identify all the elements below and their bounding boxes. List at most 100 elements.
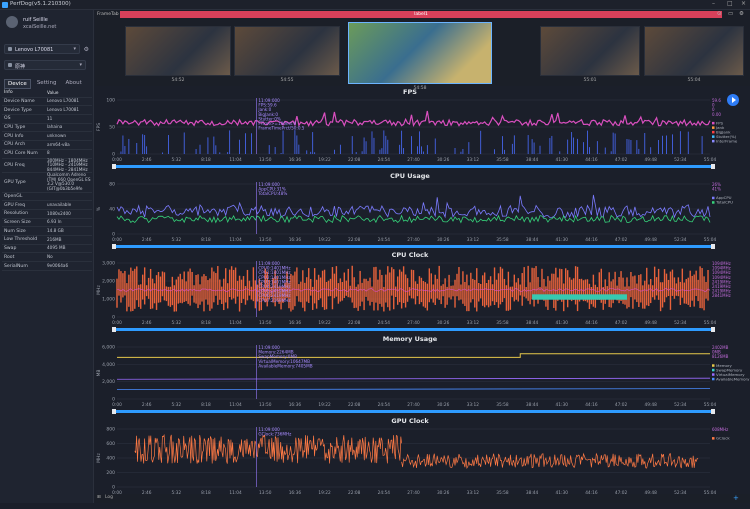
- current-value: 0: [712, 103, 715, 108]
- x-tick-label: 24:54: [378, 320, 391, 326]
- close-icon[interactable]: ×: [741, 0, 747, 7]
- cpu-clock-band-alt: [532, 294, 627, 300]
- y-tick-label: 600: [106, 441, 115, 447]
- x-tick-label: 16:36: [289, 237, 302, 243]
- app-logo-icon: [2, 2, 8, 8]
- avatar[interactable]: [6, 16, 18, 28]
- chart-cpuclk[interactable]: 3,000 2,000 1,000 0 MHz 0:00 2:46 5:32 8:18 11:04…: [95, 259, 750, 339]
- tooltip-line: CPU2:1401MHz: [258, 275, 291, 280]
- timeline-scrollbar[interactable]: [114, 165, 713, 168]
- current-value: 1094MHz: [712, 266, 731, 271]
- frame-thumbnail-selected[interactable]: 54:58: [348, 22, 492, 91]
- add-icon[interactable]: +: [733, 494, 739, 502]
- current-value: 608MHz: [712, 427, 728, 432]
- legend-entry[interactable]: VirtualMemory: [716, 372, 745, 377]
- app-select[interactable]: 原神 ▾: [4, 60, 86, 70]
- info-value: 300MHz - 1804MHz 710MHz - 2419MHz 844MHz…: [47, 157, 88, 172]
- legend-entry[interactable]: AvailableMemory: [716, 376, 750, 381]
- x-tick-label: 0:00: [112, 402, 122, 408]
- device-select[interactable]: Lenovo L70081 ▾ ⚙: [4, 44, 89, 54]
- y-tick-label: 4,000: [102, 362, 115, 368]
- timeline-scrollbar[interactable]: [114, 410, 713, 413]
- x-tick-label: 24:54: [378, 490, 391, 496]
- x-tick-label: 47:02: [615, 402, 628, 408]
- x-tick-label: 35:58: [496, 320, 509, 326]
- info-key: Low Threshold: [4, 237, 38, 243]
- virtual-memory-line: [116, 377, 711, 380]
- legend-entry[interactable]: FPS: [716, 120, 724, 125]
- user-email: xcaiSeille.net: [23, 24, 57, 30]
- legend-entry[interactable]: SwapMemory: [716, 367, 743, 372]
- current-value: 1094MHz: [712, 270, 731, 275]
- timeline-scrollbar[interactable]: [114, 328, 713, 331]
- current-value: 0MB: [712, 350, 721, 355]
- x-tick-label: 16:36: [289, 157, 302, 163]
- x-tick-label: 22:08: [348, 320, 361, 326]
- expand-icon[interactable]: ⊞: [97, 495, 101, 500]
- info-value: 11: [47, 115, 53, 121]
- series-line: [116, 194, 711, 219]
- x-tick-label: 0:00: [112, 320, 122, 326]
- tooltip-line: CPU3:1401MHz: [258, 279, 291, 284]
- x-tick-label: 19:22: [318, 237, 331, 243]
- legend-entry[interactable]: Jank: [715, 125, 725, 130]
- x-tick-label: 33:12: [467, 490, 480, 496]
- x-tick-label: 2:46: [142, 320, 152, 326]
- info-key: GPU Type: [4, 179, 26, 185]
- x-tick-label: 47:02: [615, 157, 628, 163]
- x-tick-label: 38:44: [526, 402, 539, 408]
- frame-time: 55:01: [583, 78, 597, 83]
- legend-swatch: [712, 196, 715, 200]
- x-tick-label: 52:34: [674, 237, 687, 243]
- x-tick-label: 5:32: [171, 157, 181, 163]
- folder-icon[interactable]: ▭: [728, 11, 734, 17]
- info-key: Num Size: [4, 228, 26, 234]
- y-tick-label: 2,000: [102, 379, 115, 385]
- tab-setting[interactable]: Setting: [36, 80, 57, 86]
- y-axis-label: %: [96, 206, 102, 211]
- scroll-handle-left: [112, 409, 116, 414]
- legend-entry[interactable]: Stutter(%): [716, 134, 737, 139]
- x-tick-label: 55:04: [704, 490, 717, 496]
- minimize-icon[interactable]: –: [712, 0, 715, 7]
- legend-entry[interactable]: TotalCPU: [715, 200, 733, 205]
- y-tick-label: 0: [112, 152, 115, 158]
- play-button[interactable]: [727, 94, 739, 106]
- info-key: CPU Type: [4, 125, 26, 131]
- settings-icon[interactable]: ⚙: [739, 11, 744, 17]
- info-key: Root: [4, 254, 15, 260]
- chart-fps[interactable]: 100 50 0 FPS 0:00 2:46 5:32 8:18 11:04 13:50 16:36…: [95, 96, 750, 176]
- legend-entry[interactable]: BigJank: [716, 129, 731, 134]
- tooltip-line: FPS:59.6: [258, 103, 277, 108]
- frame-thumbnail[interactable]: 54:52: [125, 26, 231, 83]
- x-tick-label: 30:26: [437, 490, 450, 496]
- tab-about[interactable]: About: [65, 80, 82, 86]
- frame-thumbnail[interactable]: 55:01: [540, 26, 640, 83]
- chart-cpu[interactable]: 80 40 0% 0:00 2:46 5:32 8:18 11:04 13:50 16:36 19:…: [95, 180, 750, 256]
- legend-entry[interactable]: Memory: [716, 363, 733, 368]
- info-value: 1080x2400: [47, 210, 71, 216]
- x-tick-label: 24:54: [378, 237, 391, 243]
- info-key: CPU Freq: [4, 162, 25, 168]
- frame-thumbnail[interactable]: 55:04: [644, 26, 744, 83]
- frame-time: 55:04: [687, 78, 701, 83]
- legend-entry[interactable]: GClock: [716, 436, 730, 441]
- info-key: OS: [4, 116, 11, 122]
- tooltip-line: Stutter:0%: [258, 116, 281, 121]
- legend-entry[interactable]: InterFrame: [716, 138, 738, 143]
- current-value: 2419MHz: [712, 289, 731, 294]
- gear-icon[interactable]: ⚙: [83, 46, 89, 53]
- x-tick-label: 41:30: [556, 320, 569, 326]
- x-tick-label: 33:12: [467, 402, 480, 408]
- legend-entry[interactable]: AppCPU: [716, 195, 732, 200]
- log-tab[interactable]: Log: [105, 495, 114, 500]
- label-bar[interactable]: label1: [120, 11, 722, 18]
- tab-device[interactable]: Device: [4, 79, 31, 89]
- frame-thumbnail[interactable]: 54:55: [234, 26, 340, 83]
- timeline-scrollbar[interactable]: [114, 245, 713, 248]
- location-icon[interactable]: ⊙: [717, 11, 722, 17]
- current-value: 8126MB: [712, 354, 729, 359]
- maximize-icon[interactable]: □: [727, 0, 733, 7]
- x-tick-label: 11:04: [229, 237, 242, 243]
